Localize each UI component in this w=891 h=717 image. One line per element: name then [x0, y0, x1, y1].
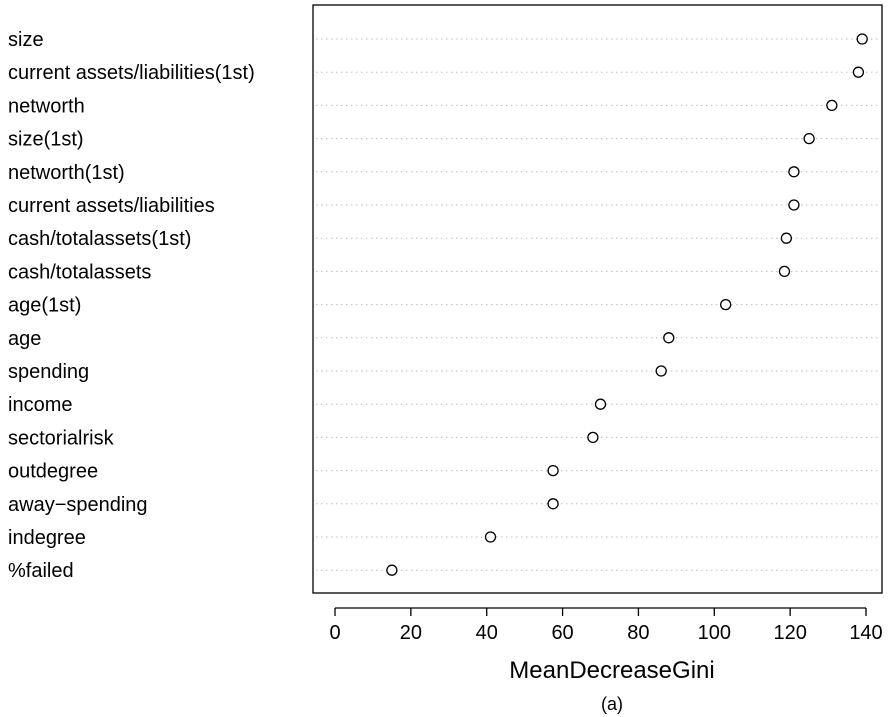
x-tick-label: 20 — [400, 622, 422, 644]
category-label: away−spending — [8, 494, 148, 516]
data-point — [547, 498, 559, 510]
category-label: spending — [8, 361, 89, 383]
x-tick-label: 40 — [476, 622, 498, 644]
x-tick-label: 120 — [773, 622, 806, 644]
category-label: income — [8, 394, 72, 416]
plot-frame — [312, 4, 883, 594]
data-point — [386, 564, 398, 576]
data-point — [720, 298, 732, 311]
data-point — [852, 66, 865, 78]
category-label: sectorialrisk — [8, 427, 115, 449]
category-label: %failed — [8, 560, 74, 582]
data-point — [594, 398, 607, 410]
data-point — [547, 464, 559, 477]
x-axis-title: MeanDecreaseGini — [509, 657, 714, 684]
data-point — [587, 431, 599, 444]
data-point — [856, 33, 868, 45]
data-point — [663, 332, 675, 344]
category-label: indegree — [8, 527, 86, 549]
category-label: age(1st) — [8, 295, 81, 317]
category-label: cash/totalassets — [8, 261, 151, 283]
x-axis: 0 20 40 60 80 100 120 140 — [329, 607, 883, 644]
category-labels: size current assets/liabilities(1st) netwo… — [8, 29, 255, 582]
x-tick-label: 140 — [849, 622, 882, 644]
category-label: networth — [8, 95, 85, 117]
data-point — [780, 232, 792, 244]
data-point — [788, 199, 800, 211]
guide-lines — [316, 38, 879, 571]
data-point — [778, 265, 791, 278]
category-label: current assets/liabilities — [8, 195, 215, 217]
category-label: networth(1st) — [8, 162, 125, 184]
category-label: current assets/liabilities(1st) — [8, 62, 255, 84]
category-label: outdegree — [8, 461, 98, 483]
data-point — [826, 99, 838, 112]
category-label: cash/totalassets(1st) — [8, 228, 191, 250]
data-points — [386, 33, 868, 576]
x-tick-label: 0 — [329, 622, 340, 644]
data-point — [788, 166, 800, 178]
category-label: size(1st) — [8, 129, 84, 151]
category-label: size — [8, 29, 44, 51]
data-point — [803, 132, 815, 145]
data-point — [655, 365, 667, 377]
x-tick-label: 100 — [698, 622, 731, 644]
category-label: age — [8, 328, 41, 350]
x-tick-label: 80 — [627, 622, 649, 644]
figure-caption: (a) — [601, 694, 623, 714]
x-tick-label: 60 — [551, 622, 573, 644]
data-point — [484, 531, 497, 543]
